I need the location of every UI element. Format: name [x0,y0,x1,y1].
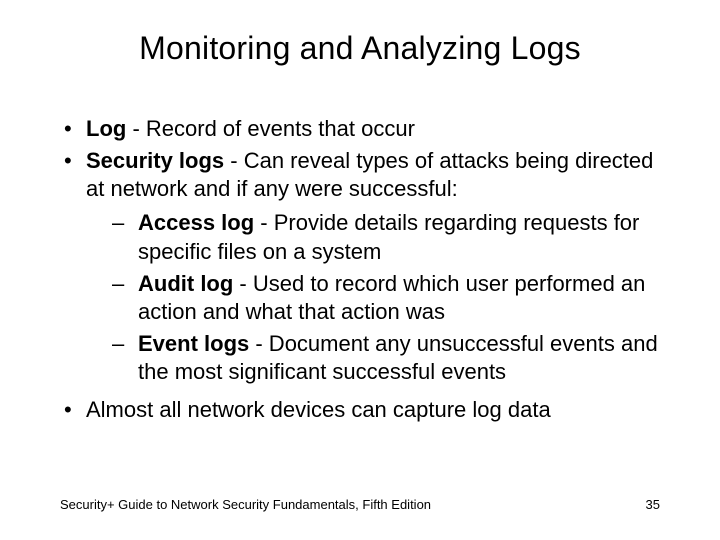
bullet-list: Log - Record of events that occur Securi… [60,115,660,425]
bullet-text: - Record of events that occur [126,116,415,141]
slide-title: Monitoring and Analyzing Logs [0,30,720,67]
sub-bullet-audit-log: Audit log - Used to record which user pe… [86,270,660,326]
sub-bullet-access-log: Access log - Provide details regarding r… [86,209,660,265]
sub-bullet-event-logs: Event logs - Document any unsuccessful e… [86,330,660,386]
slide: Monitoring and Analyzing Logs Log - Reco… [0,0,720,540]
bullet-term: Access log [138,210,254,235]
footer-page-number: 35 [646,497,660,512]
bullet-term: Event logs [138,331,249,356]
slide-body: Log - Record of events that occur Securi… [60,115,660,429]
bullet-term: Security logs [86,148,224,173]
bullet-term: Log [86,116,126,141]
bullet-item-log: Log - Record of events that occur [60,115,660,143]
footer-source: Security+ Guide to Network Security Fund… [60,497,431,512]
bullet-term: Audit log [138,271,233,296]
bullet-text: Almost all network devices can capture l… [86,397,551,422]
bullet-item-devices: Almost all network devices can capture l… [60,396,660,424]
sub-bullet-list: Access log - Provide details regarding r… [86,209,660,386]
bullet-item-security-logs: Security logs - Can reveal types of atta… [60,147,660,386]
